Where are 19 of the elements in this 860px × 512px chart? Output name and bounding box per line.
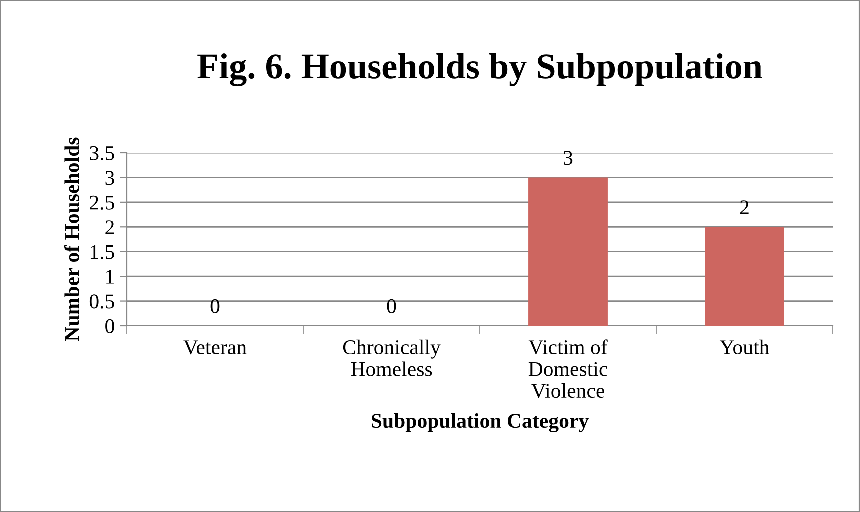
data-label: 0	[387, 299, 396, 314]
x-axis-title: Subpopulation Category	[372, 413, 589, 433]
data-label: 3	[564, 151, 573, 166]
y-axis-title: Number of Households	[64, 138, 80, 342]
y-tick-label: 1	[106, 270, 114, 284]
y-tick-label: 3.5	[90, 146, 114, 161]
y-tick-label: 2	[106, 220, 114, 234]
data-label: 2	[740, 200, 749, 214]
y-tick-label: 1.5	[90, 245, 114, 260]
y-tick-label: 0.5	[90, 294, 114, 309]
x-tick-label: Chronically Homeless	[343, 340, 441, 376]
x-tick-label: Veteran	[184, 340, 247, 355]
chart-title: Fig. 6. Households by Subpopulation	[198, 53, 762, 87]
y-tick-label: 2.5	[90, 196, 114, 210]
y-tick-label: 3	[106, 171, 114, 186]
data-label: 0	[210, 299, 220, 314]
y-tick-label: 0	[106, 319, 114, 334]
x-tick-label: Victim of Domestic Violence	[528, 340, 608, 398]
x-tick-label: Youth	[720, 340, 770, 355]
